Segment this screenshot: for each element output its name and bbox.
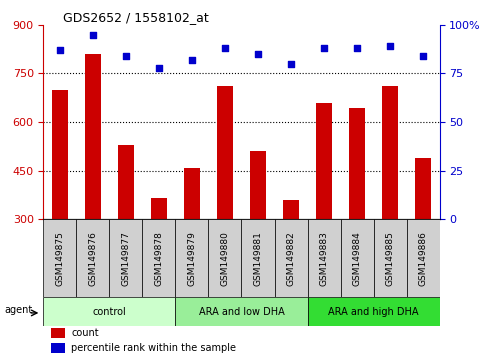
- Text: GSM149878: GSM149878: [155, 231, 163, 286]
- Bar: [110, 219, 142, 297]
- Point: [320, 45, 328, 51]
- Bar: [209, 219, 242, 297]
- Text: GSM149881: GSM149881: [254, 231, 262, 286]
- Point: [89, 32, 97, 37]
- Text: GSM149875: GSM149875: [56, 231, 64, 286]
- Bar: [407, 219, 440, 297]
- Text: percentile rank within the sample: percentile rank within the sample: [71, 343, 236, 353]
- Bar: [151, 198, 167, 219]
- Bar: [142, 219, 175, 297]
- Text: ARA and high DHA: ARA and high DHA: [328, 307, 419, 316]
- Bar: [51, 343, 65, 353]
- Bar: [274, 219, 308, 297]
- Bar: [308, 297, 440, 326]
- Bar: [43, 219, 76, 297]
- Text: control: control: [93, 307, 127, 316]
- Bar: [382, 86, 398, 219]
- Point: [287, 61, 295, 67]
- Bar: [85, 54, 101, 219]
- Point: [155, 65, 163, 70]
- Bar: [415, 158, 431, 219]
- Bar: [373, 219, 407, 297]
- Bar: [175, 297, 308, 326]
- Bar: [316, 103, 332, 219]
- Bar: [217, 86, 233, 219]
- Bar: [118, 145, 134, 219]
- Text: GSM149885: GSM149885: [385, 231, 395, 286]
- Bar: [250, 151, 266, 219]
- Text: GSM149883: GSM149883: [320, 231, 328, 286]
- Point: [254, 51, 262, 57]
- Point: [419, 53, 427, 59]
- Text: count: count: [71, 328, 99, 338]
- Bar: [175, 219, 209, 297]
- Point: [122, 53, 130, 59]
- Bar: [184, 167, 200, 219]
- Bar: [349, 108, 365, 219]
- Bar: [242, 219, 274, 297]
- Point: [188, 57, 196, 63]
- Bar: [51, 328, 65, 338]
- Text: agent: agent: [4, 305, 32, 315]
- Bar: [341, 219, 373, 297]
- Point: [221, 45, 229, 51]
- Point: [353, 45, 361, 51]
- Bar: [283, 200, 299, 219]
- Point: [56, 47, 64, 53]
- Text: GDS2652 / 1558102_at: GDS2652 / 1558102_at: [63, 11, 209, 24]
- Text: GSM149876: GSM149876: [88, 231, 98, 286]
- Text: GSM149886: GSM149886: [419, 231, 427, 286]
- Point: [386, 44, 394, 49]
- Bar: [308, 219, 341, 297]
- Text: GSM149880: GSM149880: [221, 231, 229, 286]
- Bar: [76, 219, 110, 297]
- Text: GSM149877: GSM149877: [122, 231, 130, 286]
- Text: GSM149884: GSM149884: [353, 231, 361, 286]
- Text: GSM149882: GSM149882: [286, 231, 296, 286]
- Text: GSM149879: GSM149879: [187, 231, 197, 286]
- Bar: [43, 297, 175, 326]
- Bar: [52, 90, 68, 219]
- Text: ARA and low DHA: ARA and low DHA: [199, 307, 284, 316]
